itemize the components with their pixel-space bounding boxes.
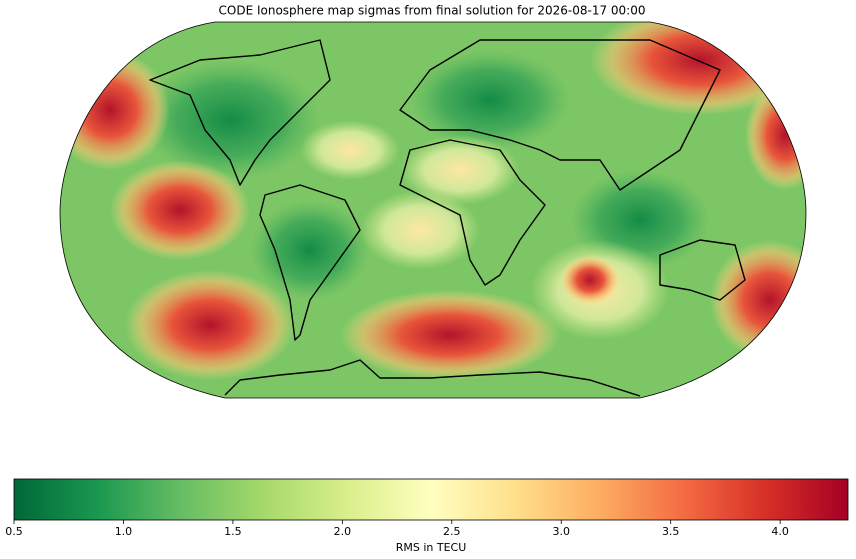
colorbar-tick-label: 1.5: [224, 525, 242, 538]
colorbar-label: RMS in TECU: [396, 541, 467, 554]
colorbar-tick-label: 2.0: [334, 525, 352, 538]
colorbar: [13, 478, 849, 521]
colorbar-tick-label: 3.0: [552, 525, 570, 538]
colorbar-tick-label: 0.5: [5, 525, 23, 538]
colorbar-tick-label: 2.5: [443, 525, 461, 538]
colorbar-tick-label: 1.0: [115, 525, 133, 538]
map-boundary: [59, 21, 807, 399]
map-title: CODE Ionosphere map sigmas from final so…: [219, 4, 646, 18]
coastlines: [149, 39, 746, 397]
colorbar-tick-label: 4.0: [771, 525, 789, 538]
colorbar-tick-label: 3.5: [662, 525, 680, 538]
map-field: [60, 22, 806, 398]
